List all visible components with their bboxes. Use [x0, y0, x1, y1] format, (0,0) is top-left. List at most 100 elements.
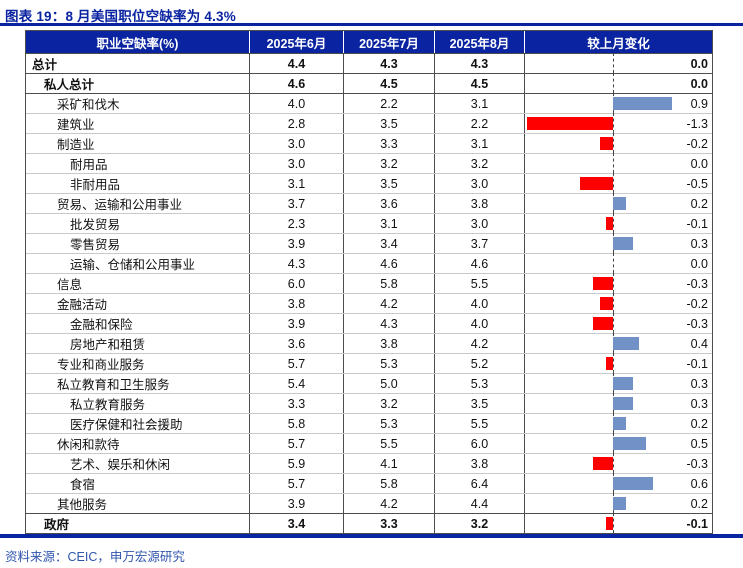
change-value: -0.1: [686, 516, 708, 531]
table-row: 艺术、娱乐和休闲 5.9 4.1 3.8 -0.3: [26, 453, 712, 473]
row-label: 私人总计: [44, 78, 95, 92]
cell-value: 4.0: [434, 314, 524, 333]
zero-axis-line: [613, 53, 614, 73]
zero-axis-line: [613, 273, 614, 293]
change-value: 0.2: [690, 416, 708, 431]
positive-change-bar: [613, 417, 627, 430]
cell-value: 6.0: [249, 274, 343, 293]
positive-change-bar: [613, 397, 633, 410]
cell-change: -0.2: [524, 133, 712, 153]
cell-change: 0.3: [524, 233, 712, 253]
cell-change: -0.1: [524, 213, 712, 233]
table-row: 休闲和款待 5.7 5.5 6.0 0.5: [26, 433, 712, 453]
change-value: 0.0: [690, 56, 708, 71]
cell-change: 0.2: [524, 413, 712, 433]
table-row: 私立教育服务 3.3 3.2 3.5 0.3: [26, 393, 712, 413]
row-label: 金融活动: [57, 298, 108, 312]
cell-value: 3.8: [434, 454, 524, 473]
row-label: 其他服务: [57, 498, 108, 512]
change-value: -1.3: [686, 116, 708, 131]
cell-change: 0.2: [524, 493, 712, 513]
change-value: -0.2: [686, 136, 708, 151]
change-value: 0.5: [690, 436, 708, 451]
cell-value: 5.3: [343, 354, 434, 373]
row-label: 医疗保健和社会援助: [70, 418, 183, 432]
change-value: -0.1: [686, 356, 708, 371]
cell-value: 5.7: [249, 354, 343, 373]
cell-value: 6.4: [434, 474, 524, 493]
cell-value: 6.0: [434, 434, 524, 453]
table-row: 医疗保健和社会援助 5.8 5.3 5.5 0.2: [26, 413, 712, 433]
cell-value: 5.8: [343, 274, 434, 293]
cell-value: 4.3: [249, 254, 343, 273]
cell-value: 5.8: [343, 474, 434, 493]
change-value: 0.2: [690, 496, 708, 511]
cell-value: 3.1: [434, 134, 524, 153]
cell-value: 3.8: [249, 294, 343, 313]
cell-value: 5.5: [343, 434, 434, 453]
cell-change: -0.3: [524, 273, 712, 293]
table-row: 金融活动 3.8 4.2 4.0 -0.2: [26, 293, 712, 313]
positive-change-bar: [613, 237, 633, 250]
bottom-divider-line: [0, 534, 743, 538]
cell-value: 3.2: [434, 154, 524, 173]
positive-change-bar: [613, 97, 673, 110]
change-value: 0.2: [690, 196, 708, 211]
cell-value: 5.2: [434, 354, 524, 373]
change-value: -0.1: [686, 216, 708, 231]
change-value: 0.3: [690, 236, 708, 251]
row-label: 政府: [44, 518, 70, 532]
cell-change: 0.0: [524, 73, 712, 93]
positive-change-bar: [613, 197, 627, 210]
row-label: 零售贸易: [70, 238, 121, 252]
cell-value: 2.3: [249, 214, 343, 233]
cell-change: 0.0: [524, 253, 712, 273]
negative-change-bar: [593, 457, 613, 470]
cell-value: 3.1: [249, 174, 343, 193]
change-value: 0.9: [690, 96, 708, 111]
cell-value: 5.8: [249, 414, 343, 433]
table-row: 建筑业 2.8 3.5 2.2 -1.3: [26, 113, 712, 133]
cell-change: 0.3: [524, 393, 712, 413]
change-value: -0.5: [686, 176, 708, 191]
table-row: 零售贸易 3.9 3.4 3.7 0.3: [26, 233, 712, 253]
title-divider-line: [0, 23, 743, 26]
row-label: 私立教育和卫生服务: [57, 378, 170, 392]
cell-value: 2.2: [343, 94, 434, 113]
header-cell-category: 职业空缺率(%): [96, 36, 179, 51]
negative-change-bar: [606, 357, 613, 370]
cell-change: 0.0: [524, 53, 712, 73]
negative-change-bar: [593, 317, 613, 330]
positive-change-bar: [613, 497, 627, 510]
cell-value: 3.4: [343, 234, 434, 253]
positive-change-bar: [613, 377, 633, 390]
table-row: 制造业 3.0 3.3 3.1 -0.2: [26, 133, 712, 153]
cell-change: 0.5: [524, 433, 712, 453]
table-row: 采矿和伐木 4.0 2.2 3.1 0.9: [26, 93, 712, 113]
cell-value: 3.3: [249, 394, 343, 413]
row-label: 金融和保险: [70, 318, 133, 332]
cell-value: 4.4: [434, 494, 524, 513]
negative-change-bar: [580, 177, 613, 190]
negative-change-bar: [593, 277, 613, 290]
table-row: 信息 6.0 5.8 5.5 -0.3: [26, 273, 712, 293]
negative-change-bar: [606, 517, 613, 530]
cell-value: 5.5: [434, 414, 524, 433]
table-row: 非耐用品 3.1 3.5 3.0 -0.5: [26, 173, 712, 193]
zero-axis-line: [613, 453, 614, 473]
negative-change-bar: [606, 217, 613, 230]
change-value: 0.0: [690, 76, 708, 91]
cell-value: 5.5: [434, 274, 524, 293]
row-label: 信息: [57, 278, 83, 292]
vacancy-rate-table: 职业空缺率(%) 2025年6月 2025年7月 2025年8月 较上月变化 总…: [25, 30, 713, 534]
cell-value: 3.0: [434, 174, 524, 193]
cell-change: 0.3: [524, 373, 712, 393]
zero-axis-line: [613, 173, 614, 193]
cell-value: 3.5: [343, 114, 434, 133]
cell-value: 3.3: [343, 514, 434, 533]
cell-value: 5.3: [343, 414, 434, 433]
table-row: 专业和商业服务 5.7 5.3 5.2 -0.1: [26, 353, 712, 373]
table-row: 私人总计 4.6 4.5 4.5 0.0: [26, 73, 712, 93]
table-header-row: 职业空缺率(%) 2025年6月 2025年7月 2025年8月 较上月变化: [26, 31, 712, 53]
table-row: 其他服务 3.9 4.2 4.4 0.2: [26, 493, 712, 513]
